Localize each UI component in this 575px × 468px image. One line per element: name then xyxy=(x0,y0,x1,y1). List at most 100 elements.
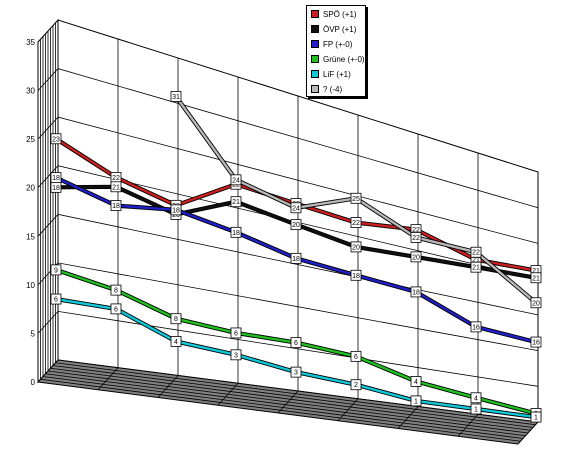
data-point: 18 xyxy=(170,204,182,216)
point-marker xyxy=(530,297,542,309)
data-point: 21 xyxy=(530,272,542,284)
chart-floor xyxy=(36,359,540,445)
floor-grid-line xyxy=(42,376,524,439)
data-point: 3 xyxy=(230,349,242,361)
point-marker xyxy=(230,327,242,339)
point-label: 6 xyxy=(54,297,58,304)
data-point: 18 xyxy=(110,200,122,211)
y-tick-label: 5 xyxy=(31,329,36,338)
point-label: 24 xyxy=(232,177,240,184)
point-marker xyxy=(230,226,242,238)
data-point: 9 xyxy=(50,264,62,276)
point-marker xyxy=(410,251,422,263)
point-label: 2 xyxy=(354,382,358,389)
data-point: 6 xyxy=(290,337,302,349)
point-marker xyxy=(350,241,362,253)
y-tick-label: 35 xyxy=(26,38,35,47)
point-label: 21 xyxy=(532,275,540,282)
data-point: 4 xyxy=(410,376,422,387)
data-point: 20 xyxy=(530,297,542,309)
point-label: 21 xyxy=(472,265,480,272)
series-layer: 2322222222222221211821202120202021211818… xyxy=(50,91,542,423)
point-marker xyxy=(50,133,62,145)
data-point: 25 xyxy=(350,192,362,204)
point-marker xyxy=(290,366,302,378)
point-marker xyxy=(410,376,422,387)
series-0: 232222222222222121 xyxy=(50,133,542,277)
floor-grid-line xyxy=(45,373,526,437)
point-marker xyxy=(230,196,242,208)
legend-swatch xyxy=(311,70,319,78)
data-point: 22 xyxy=(110,171,122,183)
y-tick-label: 25 xyxy=(26,135,35,144)
point-label: 4 xyxy=(174,339,178,346)
series-2: 18 18 18 18 18 18 18 16 16 xyxy=(50,172,542,348)
point-label: 1 xyxy=(534,415,538,422)
data-point: 21 xyxy=(470,261,482,273)
point-marker xyxy=(230,174,242,186)
point-label: 1 xyxy=(474,406,478,413)
point-marker xyxy=(170,336,182,347)
data-point: 22 xyxy=(470,246,482,258)
point-label: 22 xyxy=(112,175,120,182)
point-marker xyxy=(350,269,362,281)
value-grid-line xyxy=(37,165,539,280)
data-point: 4 xyxy=(170,336,182,347)
floor-grid-line xyxy=(47,370,529,434)
legend-label: FP (+-0) xyxy=(323,39,353,49)
point-label: 18 xyxy=(52,185,60,192)
point-label: 1 xyxy=(414,398,418,405)
point-marker xyxy=(470,321,482,333)
point-label: 22 xyxy=(472,250,480,257)
point-label: 18 xyxy=(352,273,360,280)
point-marker xyxy=(530,272,542,284)
data-point: 20 xyxy=(290,219,302,231)
point-label: 18 xyxy=(412,289,420,296)
point-label: 9 xyxy=(54,267,58,274)
point-label: 3 xyxy=(294,370,298,377)
point-label: 18 xyxy=(172,207,180,214)
data-point: 18 xyxy=(410,286,422,298)
legend-swatch xyxy=(311,10,319,18)
data-point: 18 xyxy=(230,226,242,238)
point-marker xyxy=(50,293,62,305)
point-label: 20 xyxy=(532,300,540,307)
legend-item-oevp: ÖVP (+1) xyxy=(307,22,365,36)
legend-label: ÖVP (+1) xyxy=(323,24,357,34)
point-marker xyxy=(350,192,362,204)
data-point: 20 xyxy=(410,251,422,263)
point-label: 20 xyxy=(352,244,360,251)
point-marker xyxy=(110,200,122,211)
legend-item-unknown: ? (-4) xyxy=(307,82,365,96)
legend-swatch xyxy=(311,85,319,93)
point-marker xyxy=(290,252,302,264)
series-4: 6 6 4 3 3 2 1 1 1 xyxy=(50,293,542,423)
point-label: 4 xyxy=(414,379,418,386)
data-point: 16 xyxy=(530,336,542,348)
data-point: 21 xyxy=(110,181,122,193)
point-marker xyxy=(170,204,182,216)
point-marker xyxy=(110,284,122,296)
legend-label: LiF (+1) xyxy=(323,69,351,79)
legend-swatch xyxy=(311,25,319,33)
legend-swatch xyxy=(311,40,319,48)
point-marker xyxy=(50,172,62,184)
data-point: 23 xyxy=(50,133,62,145)
point-marker xyxy=(410,286,422,298)
data-point: 16 xyxy=(470,321,482,333)
point-label: 16 xyxy=(472,324,480,331)
legend-label: Grüne (+-0) xyxy=(323,54,365,64)
point-label: 31 xyxy=(172,94,180,101)
legend: SPÖ (+1) ÖVP (+1) FP (+-0) Grüne (+-0) L… xyxy=(306,5,366,97)
point-label: 23 xyxy=(52,136,60,143)
point-marker xyxy=(50,264,62,276)
legend-label: SPÖ (+1) xyxy=(323,9,357,19)
point-label: 6 xyxy=(114,306,118,313)
value-grid-line xyxy=(37,262,539,351)
point-marker xyxy=(410,395,422,407)
point-marker xyxy=(350,350,362,362)
y-axis: 0 5 10 15 20 25 30 35 xyxy=(26,38,35,387)
point-marker xyxy=(110,181,122,193)
point-label: 3 xyxy=(234,352,238,359)
